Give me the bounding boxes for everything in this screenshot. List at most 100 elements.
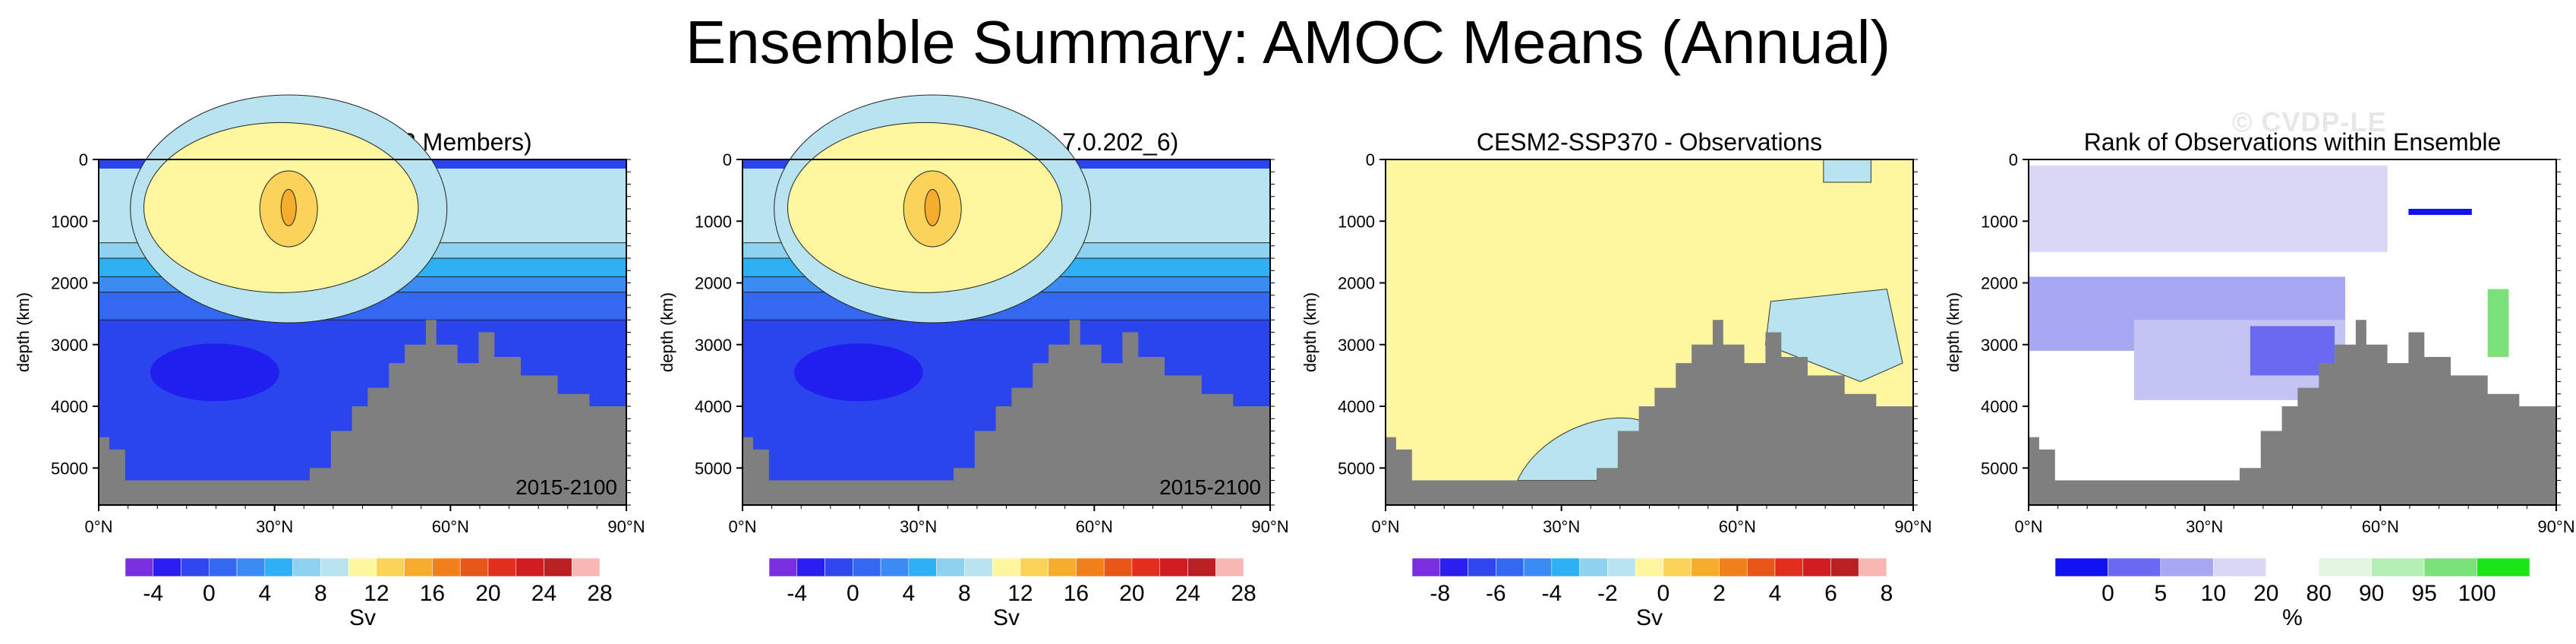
x-tick-label: 60°N [1076, 517, 1113, 536]
colorbar-swatch [516, 557, 544, 577]
colorbar-tick-label: 24 [1175, 581, 1200, 606]
colorbar-tick-label: 2 [1713, 581, 1726, 606]
y-tick-label: 3000 [1981, 336, 2018, 355]
y-axis-label: depth (km) [14, 292, 33, 372]
colorbar-swatch [2265, 557, 2319, 577]
y-tick-label: 3000 [51, 336, 88, 355]
colorbar-swatch [2054, 557, 2108, 577]
watermark: © CVDP-LE [2232, 106, 2387, 137]
colorbar-tick-label: 5 [2155, 581, 2168, 606]
colorbar-swatch [1635, 557, 1664, 577]
x-tick-label: 30°N [1543, 517, 1580, 536]
y-tick-label: 0 [1366, 150, 1375, 169]
colorbar-tick-label: 28 [1231, 581, 1256, 606]
colorbar-tick-label: -4 [1541, 581, 1562, 606]
colorbar-swatch [768, 557, 798, 577]
chart-panel-4: Rank of Observations within Ensemble0100… [1944, 128, 2575, 630]
y-tick-label: 1000 [695, 212, 732, 231]
colorbar-tick-label: 10 [2201, 581, 2226, 606]
colorbar-tick-label: 8 [958, 581, 971, 606]
y-tick-label: 5000 [1981, 459, 2018, 478]
colorbar-tick-label: 16 [420, 581, 445, 606]
deep-cell [793, 343, 923, 402]
colorbar-tick-label: 20 [475, 581, 500, 606]
colorbar-tick-label: 4 [258, 581, 271, 606]
colorbar-swatch [964, 557, 993, 577]
x-tick-label: 0°N [729, 517, 757, 536]
y-tick-label: 0 [723, 150, 732, 169]
colorbar-tick-label: 0 [847, 581, 859, 606]
colorbar-swatch [125, 557, 154, 577]
colorbar-swatch [1663, 557, 1692, 577]
colorbar-swatch [1719, 557, 1748, 577]
x-tick-label: 0°N [85, 517, 113, 536]
rank-region [2408, 209, 2472, 215]
x-tick-label: 90°N [2537, 517, 2574, 536]
colorbar-swatch [2213, 557, 2267, 577]
colorbar-swatch [1076, 557, 1105, 577]
ocean-floor [2029, 320, 2556, 505]
y-tick-label: 2000 [1338, 274, 1375, 293]
colorbar-swatch [209, 557, 238, 577]
colorbar-swatch [1020, 557, 1048, 577]
figure-title: Ensemble Summary: AMOC Means (Annual) [685, 8, 1891, 76]
colorbar-label: Sv [993, 605, 1020, 630]
colorbar-tick-label: 0 [2101, 581, 2114, 606]
colorbar-tick-label: 6 [1824, 581, 1837, 606]
chart-panel-1: CESM2-SSP370 (53 Members)010002000300040… [14, 94, 645, 630]
y-tick-label: 4000 [1981, 397, 2018, 416]
colorbar-tick-label: 90 [2359, 581, 2384, 606]
colorbar-swatch [432, 557, 461, 577]
panel-title: Rank of Observations within Ensemble [2084, 128, 2502, 156]
colorbar-swatch [1411, 557, 1441, 577]
rank-region [2487, 289, 2509, 357]
y-axis-label: depth (km) [1944, 292, 1963, 372]
colorbar-swatch [320, 557, 349, 577]
ocean-floor [743, 320, 1270, 505]
ocean-floor [1386, 320, 1913, 505]
colorbar-swatch [1468, 557, 1496, 577]
colorbar-swatch [1691, 557, 1720, 577]
y-tick-label: 4000 [1338, 397, 1375, 416]
period-annotation: 2015-2100 [516, 475, 617, 499]
y-tick-label: 3000 [695, 336, 732, 355]
y-tick-label: 1000 [51, 212, 88, 231]
y-tick-label: 0 [2009, 150, 2018, 169]
colorbar-swatch [936, 557, 965, 577]
colorbar-swatch [404, 557, 433, 577]
colorbar-tick-label: 8 [1881, 581, 1893, 606]
y-tick-label: 1000 [1981, 212, 2018, 231]
colorbar-swatch [1858, 557, 1887, 577]
x-tick-label: 90°N [1894, 517, 1931, 536]
colorbar-swatch [376, 557, 405, 577]
colorbar-swatch [1579, 557, 1608, 577]
colorbar-label: Sv [349, 605, 376, 630]
y-tick-label: 2000 [51, 274, 88, 293]
x-tick-label: 60°N [1719, 517, 1756, 536]
y-tick-label: 5000 [1338, 459, 1375, 478]
y-tick-label: 5000 [695, 459, 732, 478]
colorbar-tick-label: 20 [1119, 581, 1144, 606]
colorbar-tick-label: 80 [2306, 581, 2332, 606]
x-tick-label: 90°N [1251, 517, 1288, 536]
colorbar-swatch [1215, 557, 1244, 577]
colorbar-swatch [1607, 557, 1636, 577]
colorbar-swatch [992, 557, 1021, 577]
colorbar-swatch [2108, 557, 2161, 577]
colorbar-swatch [908, 557, 937, 577]
y-tick-label: 1000 [1338, 212, 1375, 231]
colorbar-tick-label: -6 [1486, 581, 1506, 606]
colorbar-swatch [181, 557, 210, 577]
colorbar-swatch [1496, 557, 1524, 577]
colorbar-swatch [487, 557, 516, 577]
colorbar-swatch [1551, 557, 1580, 577]
colorbar-swatch [348, 557, 377, 577]
colorbar-tick-label: -8 [1430, 581, 1450, 606]
colorbar-swatch [1131, 557, 1160, 577]
colorbar-tick-label: 12 [364, 581, 389, 606]
colorbar-swatch [1774, 557, 1803, 577]
colorbar-swatch [1048, 557, 1077, 577]
colorbar-swatch [264, 557, 293, 577]
rank-region [2029, 166, 2388, 252]
colorbar-swatch [571, 557, 601, 577]
